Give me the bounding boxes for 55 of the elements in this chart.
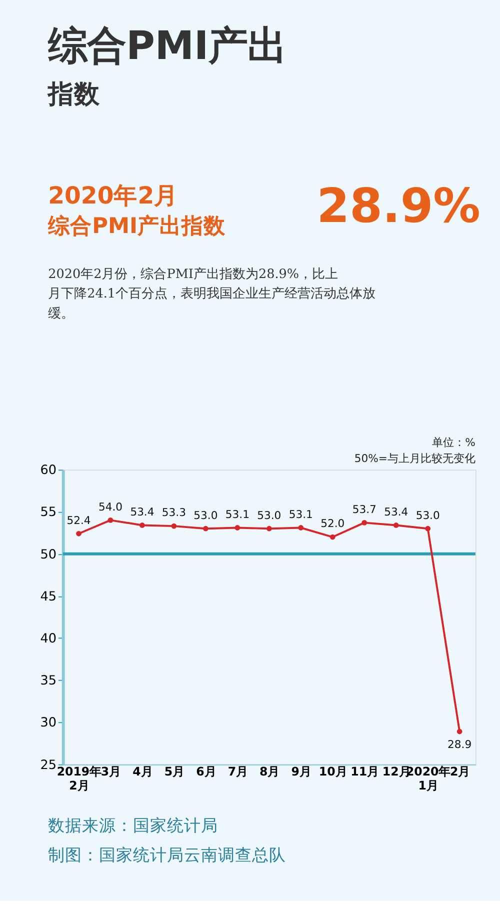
data-label: 28.9: [448, 738, 472, 752]
text: 2020年2月份，综合PMI产出指数为28.9%，比上月下降24.1个百分点，表明我国企业生产经营活动总体放缓。: [48, 267, 376, 322]
data-label: 53.1: [288, 508, 313, 521]
text: 综合PMI产出: [48, 24, 287, 70]
text: 指数: [48, 79, 100, 110]
x-tick-label: 4月: [132, 764, 153, 779]
y-tick-label: 50: [40, 547, 56, 562]
point: [76, 530, 82, 536]
point: [393, 522, 399, 528]
point: [456, 728, 462, 734]
text: 制图：国家统计局云南调查总队: [48, 846, 286, 865]
point: [425, 526, 431, 532]
text: 单位：%: [432, 436, 476, 450]
point: [234, 525, 240, 530]
point: [266, 526, 272, 532]
data-label: 53.1: [225, 508, 250, 521]
data-label: 53.0: [194, 508, 218, 522]
data-label: 53.4: [384, 505, 408, 518]
text: 28.9%: [316, 179, 480, 234]
point: [362, 520, 368, 526]
x-tick-label: 2月: [450, 764, 470, 779]
y-tick-label: 60: [40, 463, 56, 478]
data-label: 53.7: [352, 502, 376, 516]
x-tick-label: 8月: [260, 764, 280, 779]
data-label: 52.0: [320, 517, 345, 530]
x-tick-label: 9月: [291, 764, 312, 779]
x-tick-label: 11月: [350, 764, 380, 779]
x-tick-label: 2019年 2月: [56, 764, 102, 792]
y-tick-label: 25: [40, 758, 56, 773]
point: [330, 534, 336, 540]
y-tick-label: 55: [40, 505, 56, 520]
point: [202, 526, 208, 532]
x-tick-label: 7月: [228, 764, 248, 779]
y-tick-label: 45: [40, 589, 56, 604]
data-label: 54.0: [98, 500, 123, 514]
data-label: 53.4: [130, 505, 154, 518]
y-tick-label: 40: [40, 631, 56, 646]
data-label: 52.4: [66, 514, 91, 527]
point: [108, 517, 114, 523]
point: [171, 523, 177, 529]
data-label: 53.0: [416, 508, 440, 522]
text: 综合PMI产出指数: [48, 214, 226, 239]
y-tick-label: 35: [40, 674, 56, 689]
x-tick-label: 5月: [164, 764, 185, 779]
point: [298, 525, 304, 530]
text: 50%=与上月比较无变化: [354, 452, 476, 465]
x-tick-label: 10月: [318, 764, 348, 779]
point: [140, 522, 145, 528]
x-tick-label: 6月: [196, 764, 216, 779]
x-tick-label: 3月: [100, 764, 122, 779]
data-label: 53.3: [162, 506, 186, 520]
data-label: 53.0: [257, 508, 282, 522]
y-tick-label: 30: [40, 716, 56, 731]
text: 2020年2月: [48, 181, 178, 210]
source-note: 数据来源：国家统计局: [48, 816, 218, 836]
